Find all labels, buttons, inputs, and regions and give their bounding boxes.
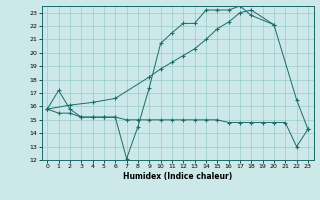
X-axis label: Humidex (Indice chaleur): Humidex (Indice chaleur) [123,172,232,181]
